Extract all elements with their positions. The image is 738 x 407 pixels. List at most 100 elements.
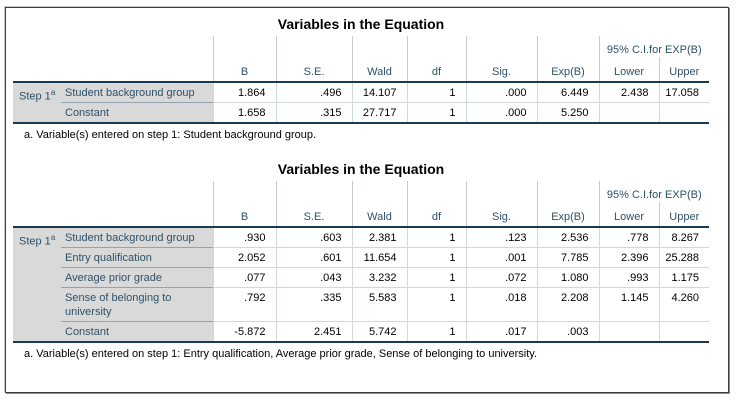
column-header-b: B	[212, 57, 276, 83]
value-cell: 7.785	[536, 247, 599, 268]
value-cell: .072	[465, 267, 537, 288]
value-cell	[598, 102, 659, 124]
table-row: Average prior grade .077.043 3.232 1.072 1.0…	[13, 267, 710, 288]
table-row: Constant 1.658.315 27.717 1.000 5.250	[13, 102, 710, 124]
value-cell: 2.451	[275, 321, 352, 343]
header-row-ci: 95% C.I.for EXP(B)	[13, 181, 710, 228]
row-label: Sense of belonging to university	[61, 287, 213, 322]
table-row: Entry qualification 2.052.601 11.654 1.001 7…	[13, 247, 710, 268]
value-cell: .018	[465, 287, 537, 322]
row-label: Student background group	[61, 227, 213, 248]
value-cell	[658, 102, 710, 124]
value-cell: 1	[406, 321, 466, 343]
header-spacer	[212, 181, 276, 202]
value-cell: 1	[406, 102, 466, 124]
column-header-df: df	[406, 202, 466, 228]
value-cell: .000	[465, 102, 537, 124]
column-header-wald: Wald	[351, 202, 407, 228]
header-spacer	[275, 36, 352, 57]
value-cell: 2.052	[212, 247, 276, 268]
value-cell: 14.107	[351, 82, 407, 103]
value-cell: .601	[275, 247, 352, 268]
column-header-lower: Lower	[598, 202, 659, 228]
value-cell: 1.175	[658, 267, 710, 288]
value-cell: 1	[406, 267, 466, 288]
header-spacer	[536, 36, 599, 57]
value-cell: 3.232	[351, 267, 407, 288]
value-cell: 2.208	[536, 287, 599, 322]
header-spacer	[351, 36, 407, 57]
header-spacer	[275, 181, 352, 202]
header-row-columns: B S.E. Wald df Sig. Exp(B) Lower Upper	[13, 202, 710, 228]
equation-table-2: Variables in the Equation 95% C.I.for EXP…	[13, 155, 728, 366]
value-cell: 5.250	[536, 102, 599, 124]
ci-group-header: 95% C.I.for EXP(B)	[598, 36, 710, 57]
value-cell: 27.717	[351, 102, 407, 124]
value-cell: .335	[275, 287, 352, 322]
value-cell: 17.058	[658, 82, 710, 103]
value-cell: 1.080	[536, 267, 599, 288]
column-header-expb: Exp(B)	[536, 202, 599, 228]
value-cell: 2.381	[351, 227, 407, 248]
value-cell	[658, 321, 710, 343]
value-cell: .496	[275, 82, 352, 103]
value-cell: 5.742	[351, 321, 407, 343]
column-header-se: S.E.	[275, 57, 352, 83]
table-row: Sense of belonging to university .792.335…	[13, 287, 710, 322]
value-cell: 1	[406, 82, 466, 103]
value-cell: .603	[275, 227, 352, 248]
value-cell: 1	[406, 247, 466, 268]
value-cell: 2.438	[598, 82, 659, 103]
header-spacer	[465, 36, 537, 57]
pivot-table: 95% C.I.for EXP(B) B S.E. Wald df Sig. Exp(B) L…	[13, 36, 710, 124]
column-header-sig: Sig.	[465, 57, 537, 83]
value-cell: .000	[465, 82, 537, 103]
value-cell: .043	[275, 267, 352, 288]
value-cell: 1.864	[212, 82, 276, 103]
value-cell: .993	[598, 267, 659, 288]
table-row: Step 1a Student background group .930.603 2…	[13, 227, 710, 343]
column-header-upper: Upper	[658, 57, 710, 83]
table-row: Step 1a Student background group 1.864.496…	[13, 82, 710, 124]
table-footnote: a. Variable(s) entered on step 1: Entry …	[24, 348, 538, 360]
step-superscript: a	[50, 233, 56, 242]
header-corner	[13, 181, 213, 228]
header-spacer	[406, 36, 466, 57]
value-cell: 25.288	[658, 247, 710, 268]
value-cell: 6.449	[536, 82, 599, 103]
header-spacer	[212, 36, 276, 57]
column-header-wald: Wald	[351, 57, 407, 83]
header-spacer	[536, 181, 599, 202]
value-cell: .001	[465, 247, 537, 268]
column-header-b: B	[212, 202, 276, 228]
spss-output-frame: Variables in the Equation 95% C.I.for EXP…	[5, 7, 729, 393]
header-corner	[13, 36, 213, 83]
header-spacer	[406, 181, 466, 202]
value-cell: 4.260	[658, 287, 710, 322]
row-label: Entry qualification	[61, 247, 213, 268]
ci-group-header: 95% C.I.for EXP(B)	[598, 181, 710, 202]
step-cell: Step 1a	[13, 227, 61, 343]
value-cell: .123	[465, 227, 537, 248]
value-cell: 1.145	[598, 287, 659, 322]
value-cell: .017	[465, 321, 537, 343]
header-spacer	[465, 181, 537, 202]
value-cell	[598, 321, 659, 343]
value-cell: 2.536	[536, 227, 599, 248]
header-row-ci: 95% C.I.for EXP(B)	[13, 36, 710, 83]
table-footnote: a. Variable(s) entered on step 1: Studen…	[24, 129, 317, 141]
table-title: Variables in the Equation	[277, 16, 445, 32]
value-cell: 1.658	[212, 102, 276, 124]
column-header-se: S.E.	[275, 202, 352, 228]
equation-table-1: Variables in the Equation 95% C.I.for EXP…	[13, 10, 728, 147]
column-header-expb: Exp(B)	[536, 57, 599, 83]
pivot-table: 95% C.I.for EXP(B) B S.E. Wald df Sig. Exp(B) L…	[13, 181, 710, 343]
value-cell: 2.396	[598, 247, 659, 268]
value-cell: 1	[406, 227, 466, 248]
value-cell: .778	[598, 227, 659, 248]
row-label: Student background group	[61, 82, 213, 103]
column-header-lower: Lower	[598, 57, 659, 83]
value-cell: -5.872	[212, 321, 276, 343]
header-row-columns: B S.E. Wald df Sig. Exp(B) Lower Upper	[13, 57, 710, 83]
value-cell: 1	[406, 287, 466, 322]
